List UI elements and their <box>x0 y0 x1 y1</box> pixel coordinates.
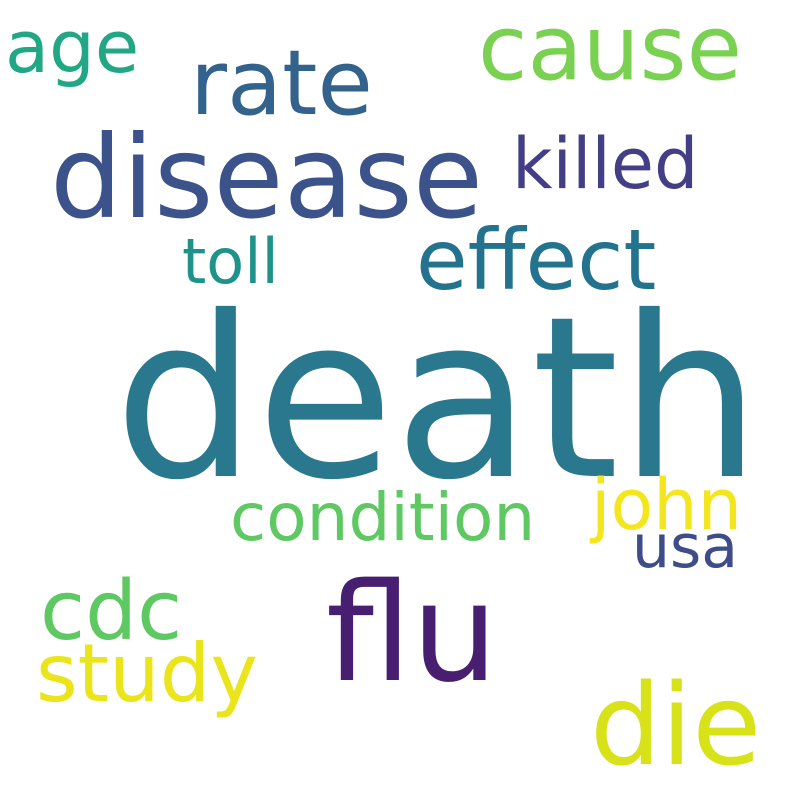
word-death: death <box>114 268 762 529</box>
word-rate: rate <box>190 31 373 136</box>
word-cdc: cdc <box>40 564 183 659</box>
word-age: age <box>5 5 140 89</box>
word-condition: condition <box>230 479 536 556</box>
word-effect: effect <box>416 211 657 309</box>
word-flu: flu <box>326 555 498 713</box>
word-die: die <box>590 661 762 791</box>
word-study: study <box>36 627 258 720</box>
word-killed: killed <box>512 123 699 205</box>
word-usa: usa <box>632 512 739 582</box>
word-toll: toll <box>182 225 279 298</box>
word-cause: cause <box>478 0 742 101</box>
word-john: john <box>591 464 743 546</box>
word-disease: disease <box>50 111 483 244</box>
